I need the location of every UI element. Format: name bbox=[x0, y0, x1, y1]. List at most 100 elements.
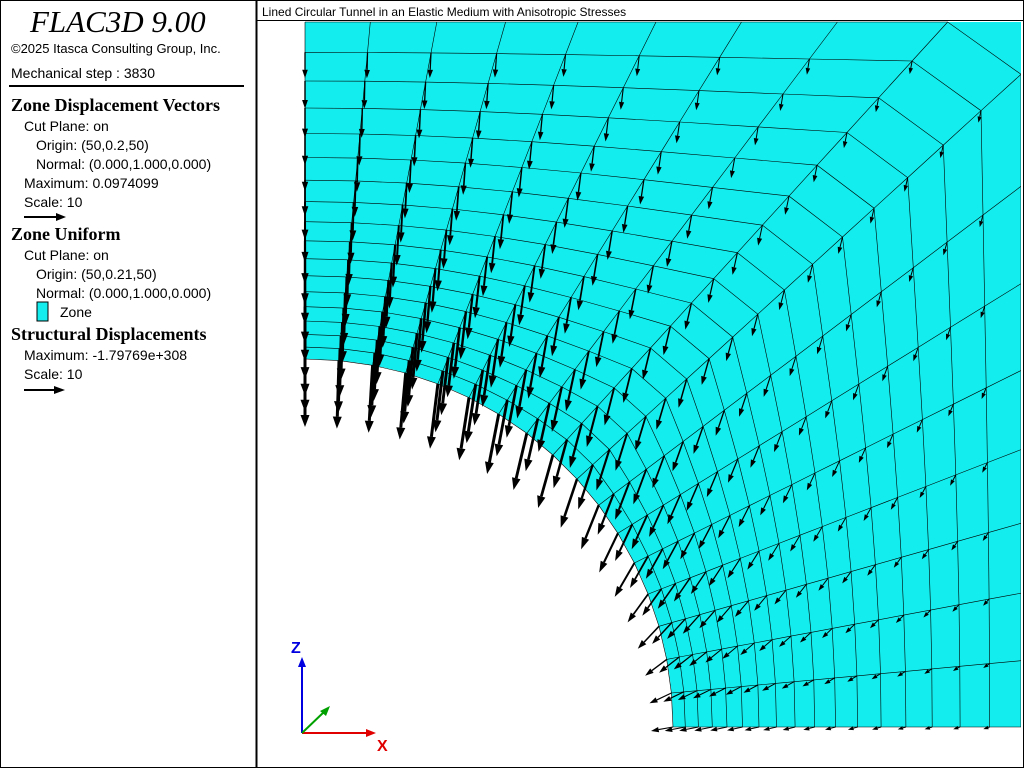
displacement-arrow bbox=[429, 52, 432, 70]
displacement-arrow bbox=[666, 540, 679, 562]
displacement-arrow bbox=[617, 481, 631, 511]
displacement-arrow bbox=[769, 726, 777, 730]
arrow-head bbox=[813, 534, 819, 542]
arrow-head bbox=[729, 170, 735, 179]
arrow-head bbox=[693, 444, 700, 454]
arrow-head bbox=[757, 237, 763, 246]
displacement-arrow bbox=[540, 335, 549, 368]
arrow-head bbox=[603, 414, 611, 426]
displacement-arrow bbox=[752, 445, 760, 461]
arrow-head bbox=[774, 444, 780, 453]
displacement-arrow bbox=[763, 495, 771, 509]
arrow-head bbox=[638, 196, 645, 205]
legend-heading: Zone Displacement Vectors bbox=[11, 95, 220, 115]
mesh-line bbox=[671, 660, 1021, 694]
displacement-arrow bbox=[613, 310, 621, 335]
displacement-arrow bbox=[672, 618, 686, 634]
displacement-arrow bbox=[418, 109, 422, 130]
displacement-arrow bbox=[924, 549, 930, 555]
arrow-head bbox=[686, 501, 693, 511]
arrow-head bbox=[950, 479, 955, 486]
displacement-arrow bbox=[378, 311, 384, 355]
arrow-head bbox=[492, 69, 499, 78]
arrow-head bbox=[837, 246, 843, 254]
arrow-head bbox=[396, 427, 406, 440]
displacement-arrow bbox=[411, 333, 419, 378]
arrow-head bbox=[464, 430, 473, 444]
legend-heading: Structural Displacements bbox=[11, 324, 206, 344]
mesh-line bbox=[304, 157, 882, 728]
displacement-arrow bbox=[500, 214, 505, 240]
arrow-head bbox=[517, 314, 525, 326]
displacement-arrow bbox=[435, 370, 445, 421]
arrow-head bbox=[699, 620, 707, 629]
displacement-arrow bbox=[783, 635, 792, 643]
arrow-head bbox=[552, 475, 561, 489]
legend-line: Origin: (50,0.21,50) bbox=[36, 266, 157, 282]
arrow-head bbox=[662, 559, 670, 570]
legend-line: Scale: 10 bbox=[24, 194, 83, 210]
displacement-arrow bbox=[567, 369, 576, 401]
displacement-arrow bbox=[388, 263, 393, 298]
arrow-head bbox=[760, 507, 766, 516]
arrow-head bbox=[876, 300, 881, 308]
arrow-head bbox=[665, 258, 672, 267]
displacement-arrow bbox=[539, 403, 551, 441]
arrow-head bbox=[863, 514, 869, 521]
arrow-head bbox=[705, 655, 713, 663]
displacement-arrow bbox=[889, 433, 894, 443]
mesh-line bbox=[647, 449, 1021, 595]
arrow-head bbox=[715, 426, 722, 436]
displacement-arrow bbox=[677, 121, 681, 136]
arrow-head bbox=[416, 129, 423, 139]
legend-line: Maximum: -1.79769e+308 bbox=[24, 347, 187, 363]
displacement-arrow bbox=[662, 583, 677, 602]
displacement-arrow bbox=[637, 55, 640, 69]
displacement-arrow bbox=[922, 486, 927, 493]
displacement-arrow bbox=[957, 726, 961, 729]
displacement-arrow bbox=[910, 267, 914, 276]
copyright: ©2025 Itasca Consulting Group, Inc. bbox=[11, 41, 221, 56]
arrow-head bbox=[631, 538, 639, 550]
arrow-head bbox=[774, 597, 781, 605]
arrow-head bbox=[739, 408, 745, 417]
arrow-head bbox=[659, 665, 668, 673]
displacement-arrow bbox=[840, 517, 847, 527]
arrow-head bbox=[595, 356, 602, 368]
arrow-head bbox=[341, 313, 350, 326]
displacement-arrow bbox=[687, 614, 701, 629]
arrow-head bbox=[983, 663, 989, 668]
displacement-arrow bbox=[478, 111, 481, 131]
displacement-arrow bbox=[758, 595, 768, 606]
mesh-line bbox=[304, 334, 699, 728]
arrow-head bbox=[790, 544, 796, 552]
arrow-head bbox=[652, 635, 661, 644]
arrow-head bbox=[651, 727, 660, 733]
displacement-arrow bbox=[664, 326, 672, 347]
displacement-arrow bbox=[375, 326, 382, 373]
legend-line: Cut Plane: on bbox=[24, 247, 109, 263]
arrow-head bbox=[645, 568, 654, 579]
displacement-arrow bbox=[634, 555, 649, 580]
arrow-head bbox=[301, 181, 309, 192]
displacement-arrow bbox=[652, 504, 665, 529]
displacement-arrow bbox=[460, 311, 468, 348]
displacement-arrow bbox=[644, 347, 652, 371]
displacement-arrow bbox=[827, 400, 833, 412]
arrow-head bbox=[979, 220, 984, 228]
displacement-arrow bbox=[730, 458, 739, 476]
arrow-head bbox=[538, 366, 546, 378]
arrow-head bbox=[512, 477, 521, 490]
arrow-head bbox=[497, 239, 505, 250]
displacement-arrow bbox=[834, 460, 841, 471]
displacement-arrow bbox=[518, 167, 523, 189]
arrow-head bbox=[887, 441, 892, 449]
displacement-arrow bbox=[467, 294, 474, 328]
arrow-head bbox=[977, 116, 982, 123]
arrow-head bbox=[526, 386, 535, 399]
displacement-arrow bbox=[647, 588, 663, 609]
arrow-head bbox=[456, 447, 466, 461]
arrow-head bbox=[867, 569, 873, 576]
displacement-arrow bbox=[651, 658, 668, 672]
displacement-arrow bbox=[753, 314, 759, 329]
